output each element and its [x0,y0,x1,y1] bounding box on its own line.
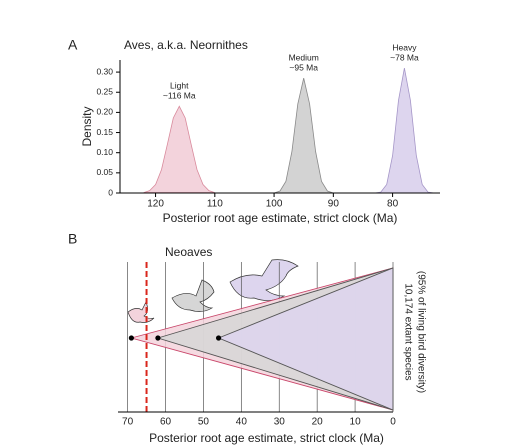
x-tick-label: 10 [350,417,362,428]
x-tick-label: 20 [312,417,324,428]
density-curve [273,78,334,194]
x-tick-label: 110 [207,199,223,210]
annotation: 10,174 extant species [402,283,413,380]
density-curve [374,68,435,194]
panel-label: A [68,37,78,53]
bird-large [229,259,299,301]
bird-medium [171,279,215,312]
cone [217,267,394,411]
series-name: Light [170,81,189,91]
series-name: Medium [289,52,319,62]
panel-label: B [68,231,77,247]
y-axis-label: Density [80,106,94,146]
series-label: ~95 Ma [289,62,318,72]
density-curve [143,105,215,193]
bird-small [127,301,155,323]
chart-title: Aves, a.k.a. Neornithes [124,38,248,52]
x-tick-label: 80 [387,199,399,210]
origin-dot [128,335,134,341]
y-tick-label: 0 [108,187,113,197]
y-tick-label: 0.10 [96,147,113,157]
origin-dot [215,335,222,341]
x-tick-label: 0 [390,417,396,428]
y-tick-label: 0.05 [96,167,113,177]
x-tick-label: 30 [274,417,286,428]
x-tick-label: 60 [160,417,172,428]
x-tick-label: 40 [236,417,248,428]
y-tick-label: 0.20 [96,107,113,117]
series-name: Heavy [392,42,417,52]
x-axis-label: Posterior root age estimate, strict cloc… [149,431,384,445]
y-tick-label: 0.30 [96,66,113,76]
x-tick-label: 90 [328,199,340,210]
origin-dot [155,335,161,341]
x-tick-label: 100 [266,199,283,210]
x-tick-label: 120 [147,199,164,210]
x-axis-label: Posterior root age estimate, strict cloc… [163,211,398,225]
series-label: ~116 Ma [163,91,196,101]
x-tick-label: 50 [198,417,210,428]
series-label: ~78 Ma [390,52,419,62]
y-tick-label: 0.15 [96,127,113,137]
x-tick-label: 70 [122,417,134,428]
y-tick-label: 0.25 [96,86,113,96]
chart-title: Neoaves [165,245,212,259]
annotation: (95% of living bird diversity) [415,271,426,393]
